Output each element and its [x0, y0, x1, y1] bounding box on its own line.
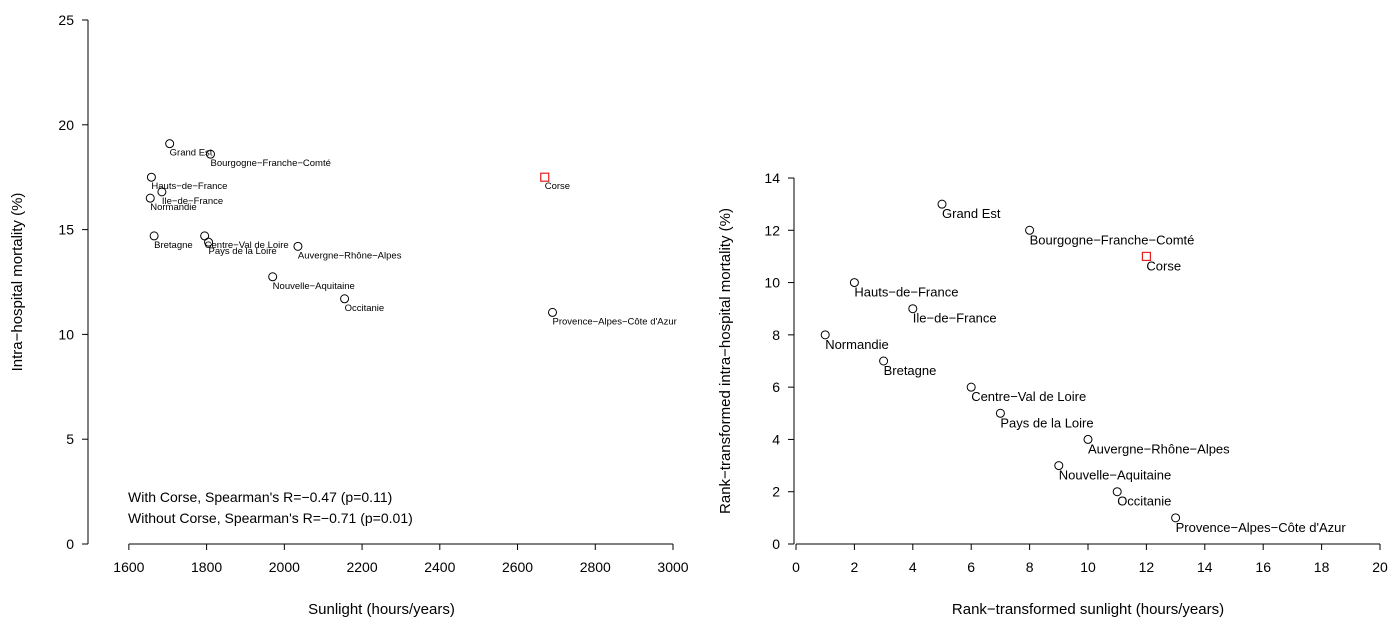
left-point	[293, 241, 303, 251]
left-y-tick-label: 25	[58, 12, 74, 28]
spearman-annotation: With Corse, Spearman's R=−0.47 (p=0.11)	[128, 489, 392, 505]
right-x-tick-label: 18	[1314, 559, 1330, 575]
right-point-label: Corse	[1146, 258, 1181, 273]
left-x-tick-label: 2200	[346, 559, 377, 575]
left-x-tick-label: 2000	[269, 559, 300, 575]
left-point	[165, 139, 175, 149]
right-x-tick-label: 6	[967, 559, 975, 575]
left-x-axis-title: Sunlight (hours/years)	[308, 601, 455, 618]
left-y-tick-label: 0	[66, 536, 74, 552]
left-x-tick-label: 1600	[113, 559, 144, 575]
left-point-label: Bretagne	[154, 240, 193, 251]
right-x-tick-label: 2	[851, 559, 859, 575]
left-point	[145, 193, 155, 203]
right-point	[1112, 487, 1122, 497]
left-point	[205, 149, 215, 159]
right-point	[966, 382, 976, 392]
right-point-label: Bretagne	[884, 363, 937, 378]
right-point	[908, 304, 918, 314]
left-y-axis-title: Intra−hospital mortality (%)	[9, 193, 26, 372]
right-point-label: Grand Est	[942, 206, 1001, 221]
left-scatter-plot: 1600 1800 2000 2200 2400 2600 2800 3000 0 5 10 15 20…	[9, 12, 689, 618]
left-point-label: Bourgogne−Franche−Comté	[210, 158, 330, 169]
left-point-label: Provence−Alpes−Côte d'Azur	[553, 316, 677, 327]
left-y-tick-label: 15	[58, 222, 74, 238]
left-point-label: Nouvelle−Aquitaine	[273, 281, 355, 292]
right-y-tick-label: 14	[764, 170, 780, 186]
right-point	[1054, 461, 1064, 471]
right-y-tick-label: 12	[764, 222, 780, 238]
right-y-tick-label: 0	[772, 536, 780, 552]
right-point-label: Pays de la Loire	[1000, 415, 1093, 430]
right-point	[820, 330, 830, 340]
left-point	[149, 231, 159, 241]
spearman-annotation: Without Corse, Spearman's R=−0.71 (p=0.0…	[128, 510, 413, 526]
right-point	[849, 278, 859, 288]
right-point-label: Occitanie	[1117, 494, 1171, 509]
left-point	[157, 187, 167, 197]
right-point	[879, 356, 889, 366]
right-y-tick-label: 2	[772, 484, 780, 500]
right-y-tick-label: 4	[772, 431, 780, 447]
left-point-label: Corse	[545, 181, 570, 192]
right-point-label: Nouvelle−Aquitaine	[1059, 468, 1171, 483]
right-point-label: Auvergne−Rhône−Alpes	[1088, 441, 1230, 456]
right-x-tick-label: 14	[1197, 559, 1213, 575]
right-point-label: Bourgogne−Franche−Comté	[1030, 232, 1195, 247]
right-point	[995, 408, 1005, 418]
right-x-tick-label: 10	[1080, 559, 1096, 575]
right-x-tick-label: 16	[1255, 559, 1271, 575]
right-x-tick-label: 8	[1026, 559, 1034, 575]
right-point-label: Normandie	[825, 337, 889, 352]
right-point	[1083, 434, 1093, 444]
left-point-label: Ile−de−France	[162, 196, 223, 207]
left-point	[540, 172, 550, 182]
left-point-label: Pays de la Loire	[209, 246, 277, 257]
right-scatter-plot: 0 2 4 6 8 10 12 14 16 18 20 0 2 4 6 8 10 12 14 Rank−transfo…	[717, 170, 1388, 618]
right-point	[1025, 225, 1035, 235]
left-point	[204, 237, 214, 247]
right-point	[1171, 513, 1181, 523]
left-y-tick-label: 20	[58, 117, 74, 133]
left-x-tick-label: 1800	[191, 559, 222, 575]
right-x-tick-label: 4	[909, 559, 917, 575]
left-y-tick-label: 5	[66, 431, 74, 447]
right-point-label: Ile−de−France	[913, 311, 997, 326]
right-x-axis-title: Rank−transformed sunlight (hours/years)	[952, 601, 1224, 618]
left-point-label: Occitanie	[345, 303, 385, 314]
right-x-tick-label: 20	[1372, 559, 1388, 575]
right-y-tick-label: 10	[764, 275, 780, 291]
right-point-label: Provence−Alpes−Côte d'Azur	[1176, 520, 1347, 535]
right-y-axis-title: Rank−transformed intra−hospital mortalit…	[717, 208, 734, 514]
right-y-tick-label: 6	[772, 379, 780, 395]
left-x-tick-label: 2600	[502, 559, 533, 575]
left-y-tick-label: 10	[58, 326, 74, 342]
left-x-tick-label: 3000	[657, 559, 688, 575]
left-x-tick-label: 2800	[580, 559, 611, 575]
left-point-label: Auvergne−Rhône−Alpes	[298, 250, 402, 261]
right-point-label: Centre−Val de Loire	[971, 389, 1086, 404]
right-point	[1141, 251, 1152, 262]
left-point	[268, 272, 278, 282]
left-point-label: Normandie	[150, 202, 196, 213]
left-point-label: Hauts−de−France	[151, 181, 227, 192]
right-x-tick-label: 12	[1139, 559, 1155, 575]
left-x-tick-label: 2400	[424, 559, 455, 575]
right-point-label: Hauts−de−France	[854, 285, 958, 300]
right-x-tick-label: 0	[792, 559, 800, 575]
left-point	[146, 172, 156, 182]
left-point	[340, 294, 350, 304]
left-point	[548, 307, 558, 317]
left-point	[200, 231, 210, 241]
right-y-tick-label: 8	[772, 327, 780, 343]
right-point	[937, 199, 947, 209]
left-point-label: Centre−Val de Loire	[205, 240, 289, 251]
left-point-label: Grand Est	[170, 148, 213, 159]
